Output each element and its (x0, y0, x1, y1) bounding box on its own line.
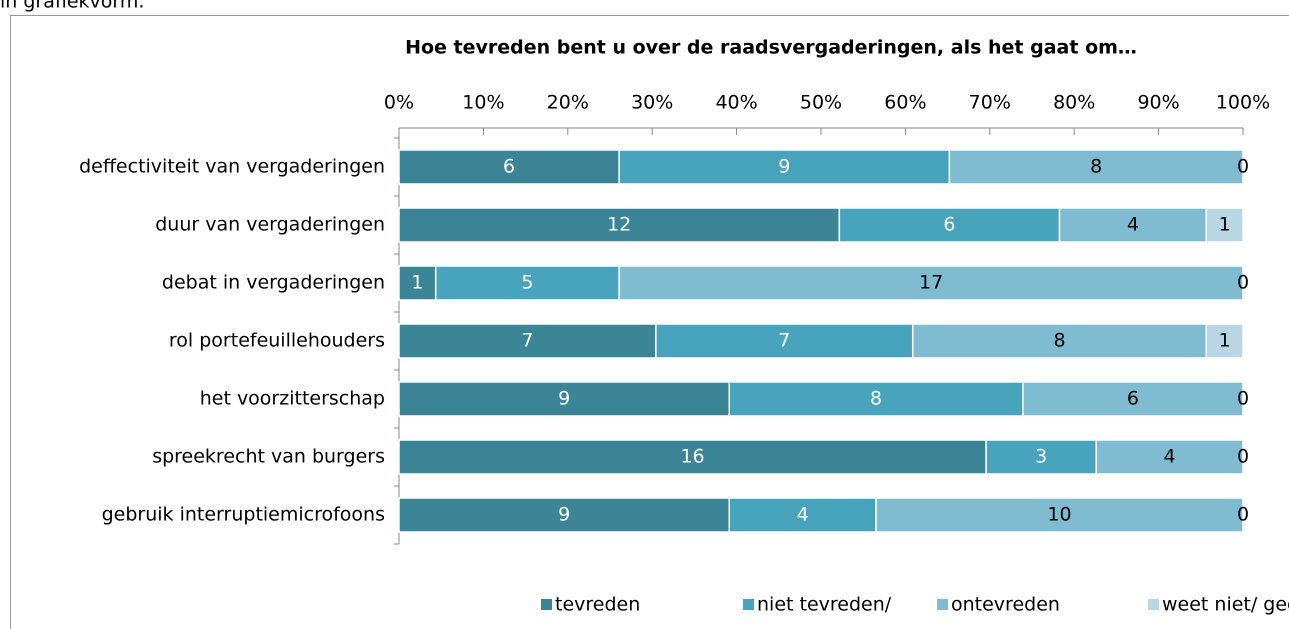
y-tick-label: debat in vergaderingen (162, 272, 385, 294)
x-tick-label: 10% (462, 92, 504, 114)
bar-segment (1095, 439, 1244, 475)
data-label: 10 (1047, 504, 1071, 526)
bar-segment (618, 149, 951, 185)
bar-segment (398, 323, 657, 359)
bar-segment (434, 265, 620, 301)
y-tick-label: spreekrecht van burgers (152, 446, 385, 468)
legend-label: weet niet/ geen mening (1162, 594, 1289, 616)
x-tick-label: 20% (547, 92, 589, 114)
data-label: 6 (1127, 388, 1139, 410)
data-label: 9 (558, 388, 570, 410)
data-label: 8 (870, 388, 882, 410)
data-label: 9 (778, 156, 790, 178)
data-label: 3 (1035, 446, 1047, 468)
legend-swatch (541, 599, 552, 610)
bar-segment (1022, 381, 1244, 417)
data-label: 1 (411, 272, 423, 294)
data-label: 5 (521, 272, 533, 294)
data-label: 4 (1127, 214, 1139, 236)
data-label: 0 (1237, 156, 1249, 178)
bar-segment (398, 265, 437, 301)
bar-segment (618, 265, 1244, 301)
bar-segment (838, 207, 1061, 243)
bar-segment (875, 497, 1244, 533)
x-tick-label: 30% (631, 92, 673, 114)
x-tick-label: 90% (1137, 92, 1179, 114)
legend-label: niet tevreden/ (757, 594, 892, 616)
bar-segment (398, 381, 731, 417)
data-label: 0 (1237, 504, 1249, 526)
data-label: 1 (1219, 330, 1231, 352)
y-tick-label: gebruik interruptiemicrofoons (102, 504, 385, 526)
bar-segment (911, 323, 1208, 359)
bar-segment (728, 497, 877, 533)
legend-swatch (937, 599, 948, 610)
bar-segment (728, 381, 1024, 417)
data-label: 4 (1164, 446, 1176, 468)
x-tick-label: 0% (384, 92, 414, 114)
data-label: 0 (1237, 388, 1249, 410)
page-caption: in grafiekvorm. (0, 0, 144, 13)
data-label: 12 (607, 214, 631, 236)
y-tick-label: duur van vergaderingen (155, 214, 385, 236)
data-label: 7 (521, 330, 533, 352)
bar-segment (398, 207, 841, 243)
x-tick-label: 60% (884, 92, 926, 114)
data-label: 6 (943, 214, 955, 236)
x-tick-label: 50% (800, 92, 842, 114)
data-label: 6 (503, 156, 515, 178)
y-tick-label: rol portefeuillehouders (169, 330, 385, 352)
data-label: 17 (919, 272, 943, 294)
bar-segment (1205, 207, 1244, 243)
data-label: 0 (1237, 272, 1249, 294)
x-tick-label: 70% (969, 92, 1011, 114)
data-label: 4 (797, 504, 809, 526)
x-tick-label: 100% (1216, 92, 1270, 114)
bar-segment (398, 149, 620, 185)
legend-label: tevreden (555, 594, 640, 616)
data-label: 9 (558, 504, 570, 526)
legend-swatch (1148, 599, 1159, 610)
y-tick-label: het voorzitterschap (200, 388, 385, 410)
x-tick-label: 80% (1053, 92, 1095, 114)
bar-segment (1205, 323, 1244, 359)
data-label: 8 (1053, 330, 1065, 352)
legend-label: ontevreden (951, 594, 1060, 616)
legend-swatch (743, 599, 754, 610)
data-label: 8 (1090, 156, 1102, 178)
data-label: 1 (1219, 214, 1231, 236)
x-tick-label: 40% (715, 92, 757, 114)
chart-frame (10, 15, 1289, 629)
chart-title: Hoe tevreden bent u over de raadsvergade… (405, 37, 1137, 59)
data-label: 0 (1237, 446, 1249, 468)
data-label: 7 (778, 330, 790, 352)
bar-segment (948, 149, 1244, 185)
y-tick-label: deffectiviteit van vergaderingen (79, 156, 385, 178)
bar-segment (655, 323, 914, 359)
data-label: 16 (680, 446, 704, 468)
bar-segment (398, 439, 987, 475)
